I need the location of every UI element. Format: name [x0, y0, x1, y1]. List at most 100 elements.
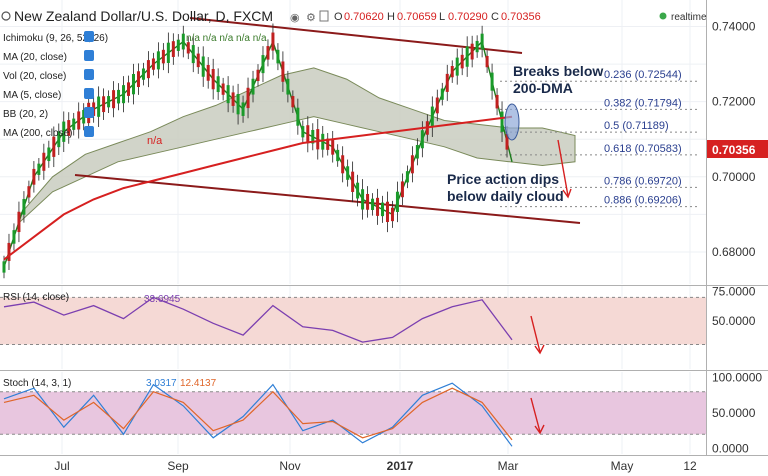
rsi-title: RSI (14, close)	[3, 292, 69, 303]
candle-body	[176, 39, 180, 51]
candle-body	[131, 74, 135, 95]
candle-body	[420, 130, 424, 149]
candle-body	[2, 261, 6, 273]
legend-vol: Vol (20, close)	[3, 71, 66, 82]
legend-eye-icon[interactable]	[84, 88, 94, 99]
candle-body	[361, 189, 365, 210]
stoch-k-value: 3.0317	[146, 378, 177, 389]
candle-body	[201, 56, 205, 77]
candle-body	[221, 83, 225, 95]
realtime-label: realtime	[671, 12, 707, 23]
candle-body	[271, 32, 275, 51]
candle-body	[37, 163, 41, 175]
legend-ichimoku: Ichimoku (9, 26, 52, 26)	[3, 33, 108, 44]
candle-body	[72, 118, 76, 130]
rsi-series	[3, 296, 513, 343]
x-tick-label: Sep	[167, 459, 189, 473]
candle-body	[440, 88, 444, 100]
stoch-y-tick-label: 100.0000	[712, 371, 762, 385]
candle-body	[47, 147, 51, 162]
candle-body	[430, 106, 434, 127]
legend-eye-icon[interactable]	[84, 126, 94, 137]
legend-eye-icon[interactable]	[84, 69, 94, 80]
candle-body	[470, 43, 474, 60]
candle-body	[291, 96, 295, 108]
candle-body	[216, 76, 220, 93]
cloud-na-label: n/a	[147, 135, 163, 147]
candle-body	[371, 198, 375, 210]
candle-body	[341, 155, 345, 174]
current-price-label: 0.70356	[712, 143, 756, 157]
fib-label: 0.786 (0.69720)	[604, 175, 682, 187]
stoch-y-tick-label: 50.0000	[712, 406, 756, 420]
x-tick-label: Nov	[279, 459, 300, 473]
candle-body	[181, 33, 185, 50]
candle-body	[17, 211, 21, 233]
candle-body	[82, 109, 86, 124]
candle-body	[376, 197, 380, 216]
candle-body	[27, 186, 31, 198]
candle-body	[366, 193, 370, 210]
close-label: C	[491, 11, 499, 23]
candle-body	[146, 60, 150, 79]
candle-body	[122, 85, 126, 104]
settings-icon[interactable]: ⚙	[306, 12, 316, 24]
fib-label: 0.886 (0.69206)	[604, 195, 682, 207]
stoch-title: Stoch (14, 3, 1)	[3, 378, 71, 389]
candle-body	[22, 198, 26, 215]
candle-body	[381, 202, 385, 217]
candle-body	[475, 40, 479, 53]
candle-body	[405, 171, 409, 183]
candle-body	[356, 182, 360, 199]
candle-body	[415, 145, 419, 159]
candle-body	[42, 152, 46, 171]
candle-body	[296, 107, 300, 126]
dataview-icon[interactable]	[319, 10, 329, 22]
candle-body	[306, 125, 310, 144]
close-value: 0.70356	[501, 11, 541, 23]
candle-body	[460, 54, 464, 69]
candle-body	[7, 242, 11, 261]
candle-body	[186, 42, 190, 54]
chart-title: New Zealand Dollar/U.S. Dollar, D, FXCM	[14, 8, 273, 24]
annotation-below-cloud: below daily cloud	[447, 188, 564, 204]
candle-body	[161, 49, 165, 64]
candle-body	[141, 68, 145, 80]
candle-body	[321, 133, 325, 150]
collapse-icon[interactable]	[1, 11, 11, 21]
fib-label: 0.618 (0.70583)	[604, 143, 682, 155]
legend-ma200: MA (200, close)	[3, 128, 72, 139]
candle-body	[117, 89, 121, 104]
realtime-dot	[659, 12, 667, 20]
rsi-y-tick-label: 50.0000	[712, 314, 756, 328]
candle-body	[151, 58, 155, 70]
eye-icon[interactable]: ◉	[290, 12, 300, 24]
legend-eye-icon[interactable]	[84, 31, 94, 42]
rsi-arrow	[530, 315, 541, 353]
stoch-arrow	[530, 397, 541, 433]
arrows	[530, 139, 572, 435]
fib-label: 0.236 (0.72544)	[604, 69, 682, 81]
candle-body	[311, 129, 315, 144]
rsi-y-tick-label: 75.0000	[712, 285, 756, 299]
high-value: 0.70659	[397, 11, 437, 23]
candle-body	[395, 191, 399, 212]
candles	[2, 23, 509, 279]
candle-body	[351, 171, 355, 192]
rsi-value: 33.6945	[144, 294, 181, 305]
band-lines	[0, 296, 706, 435]
annotation-200dma: 200-DMA	[513, 80, 573, 96]
price-arrow-head	[562, 188, 572, 199]
candle-body	[102, 96, 106, 113]
candle-body	[346, 166, 350, 180]
candle-body	[410, 155, 414, 174]
y-tick-label: 0.74000	[712, 20, 756, 34]
candle-body	[107, 96, 111, 108]
legend-eye-icon[interactable]	[84, 50, 94, 61]
candle-body	[231, 92, 235, 106]
candle-body	[385, 201, 389, 223]
breakdown-highlight	[504, 103, 520, 141]
legend-eye-icon[interactable]	[84, 107, 94, 118]
candle-body	[191, 45, 195, 64]
